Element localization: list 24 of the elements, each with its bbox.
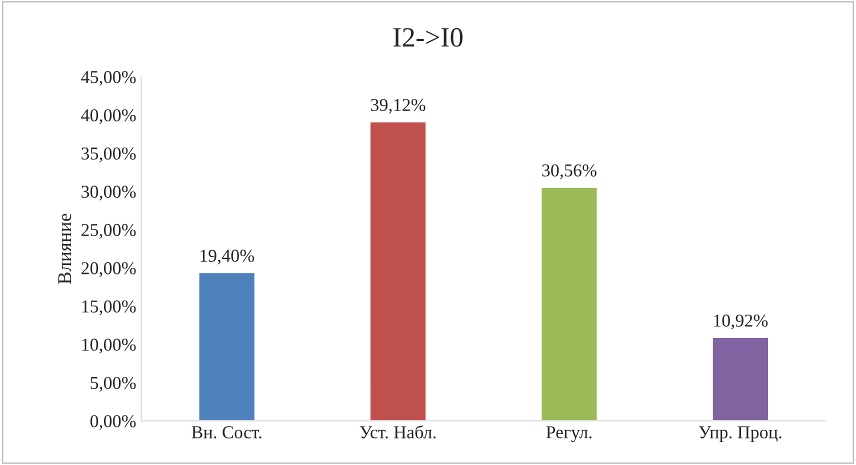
data-label: 19,40% xyxy=(200,250,254,264)
bar xyxy=(540,186,598,421)
x-tick-label: Упр. Проц. xyxy=(698,426,782,442)
y-tick-label: 20,00% xyxy=(82,262,136,277)
y-tick-label: 0,00% xyxy=(90,415,136,430)
y-tick-label: 15,00% xyxy=(82,300,136,316)
chart-title: I2->I0 xyxy=(393,28,463,47)
data-label: 30,56% xyxy=(542,164,596,180)
y-tick-label: 45,00% xyxy=(81,70,136,86)
y-tick-label: 10,00% xyxy=(82,338,136,354)
y-axis-title: Влияние xyxy=(58,214,72,284)
bar xyxy=(711,336,770,421)
y-tick-label: 5,00% xyxy=(90,376,136,392)
bar xyxy=(369,120,427,421)
bar xyxy=(198,272,256,421)
x-tick-label: Вн. Сост. xyxy=(192,426,262,438)
y-tick-label: 35,00% xyxy=(82,147,136,162)
y-tick-label: 25,00% xyxy=(82,224,136,239)
data-label: 39,12% xyxy=(371,98,426,114)
data-label: 10,92% xyxy=(714,314,768,330)
x-tick-label: Уст. Набл. xyxy=(360,425,436,438)
x-tick-label: Регул. xyxy=(546,426,592,442)
y-tick-label: 30,00% xyxy=(82,186,136,200)
y-tick-label: 40,00% xyxy=(81,109,136,124)
